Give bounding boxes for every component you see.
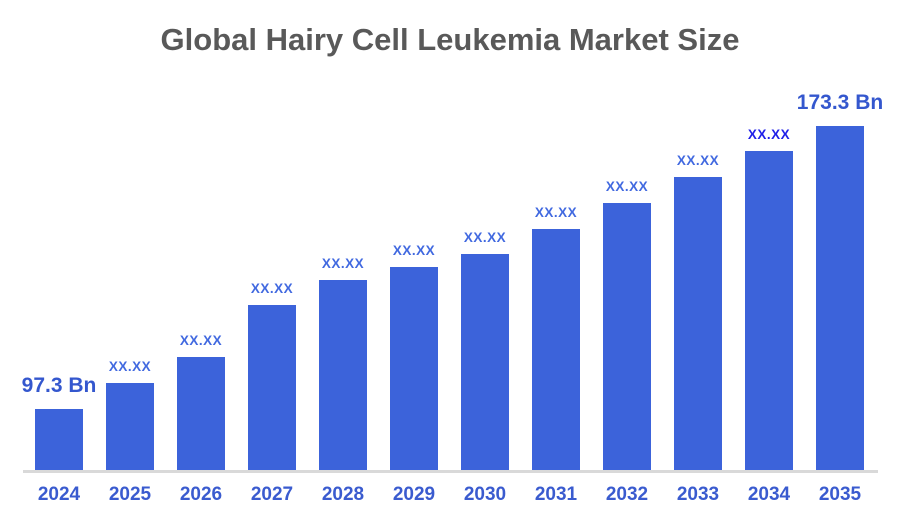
bar-2033 — [674, 177, 722, 472]
bar-2031 — [532, 229, 580, 472]
bar-2034 — [745, 151, 793, 472]
chart-title: Global Hairy Cell Leukemia Market Size — [160, 22, 740, 57]
value-label-2033: XX.XX — [676, 153, 720, 168]
value-label-2024: 97.3 Bn — [21, 374, 97, 397]
bar-2035 — [816, 126, 864, 472]
value-label-2031: XX.XX — [534, 205, 578, 220]
value-label-2034: XX.XX — [747, 127, 791, 142]
x-axis-label-2025: 2025 — [108, 484, 152, 505]
x-axis-label-2035: 2035 — [818, 484, 862, 505]
bar-2027 — [248, 305, 296, 472]
x-axis-label-2034: 2034 — [747, 484, 791, 505]
bar-2029 — [390, 267, 438, 472]
value-label-2026: XX.XX — [179, 333, 223, 348]
value-label-2032: XX.XX — [605, 179, 649, 194]
value-label-2025: XX.XX — [108, 359, 152, 374]
x-axis-label-2032: 2032 — [605, 484, 649, 505]
x-axis-label-2026: 2026 — [179, 484, 223, 505]
bar-2030 — [461, 254, 509, 472]
x-axis-label-2033: 2033 — [676, 484, 720, 505]
value-label-2035: 173.3 Bn — [796, 91, 884, 114]
x-axis-label-2031: 2031 — [534, 484, 578, 505]
x-axis-label-2027: 2027 — [250, 484, 294, 505]
value-label-2027: XX.XX — [250, 281, 294, 296]
bar-2032 — [603, 203, 651, 472]
value-label-2029: XX.XX — [392, 243, 436, 258]
x-axis-label-2030: 2030 — [463, 484, 507, 505]
x-axis-line — [23, 470, 878, 473]
bar-2024 — [35, 409, 83, 472]
x-axis-label-2024: 2024 — [37, 484, 81, 505]
x-axis-label-2028: 2028 — [321, 484, 365, 505]
value-label-2030: XX.XX — [463, 230, 507, 245]
value-label-2028: XX.XX — [321, 256, 365, 271]
bar-2025 — [106, 383, 154, 472]
x-axis-label-2029: 2029 — [392, 484, 436, 505]
bar-2026 — [177, 357, 225, 472]
bar-2028 — [319, 280, 367, 472]
